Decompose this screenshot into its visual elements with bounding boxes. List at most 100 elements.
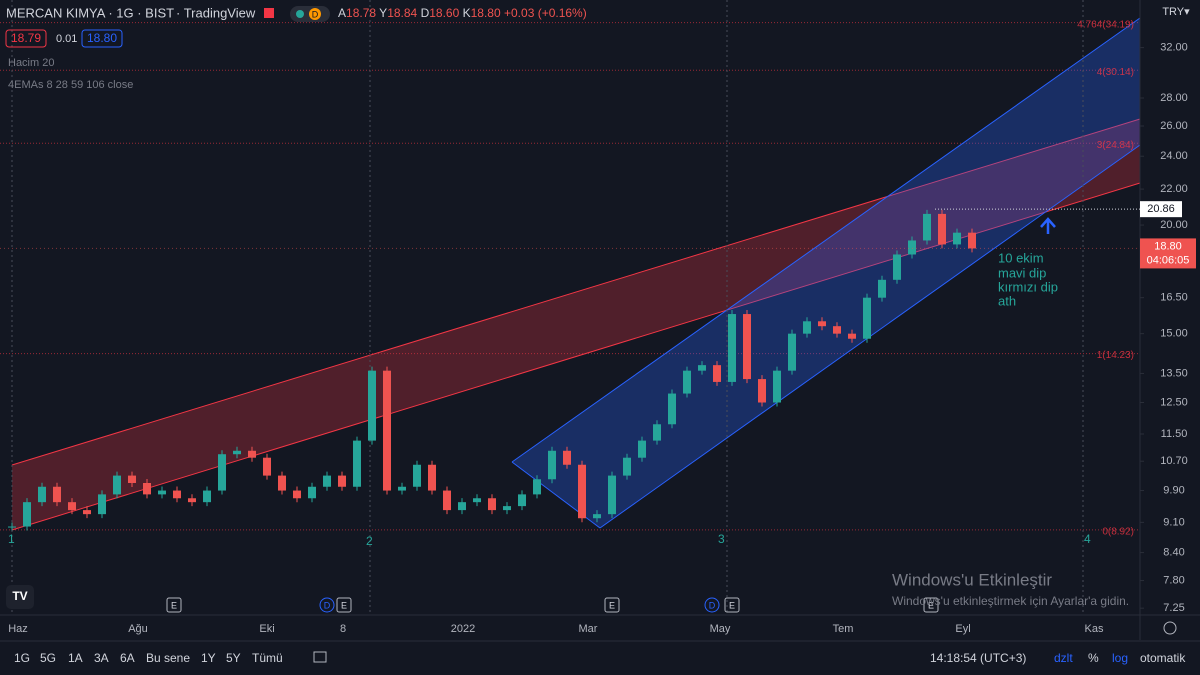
- earnings-badge[interactable]: [336, 597, 352, 613]
- candle: [518, 494, 526, 507]
- red-channel-bottom: [11, 182, 1141, 531]
- range-button[interactable]: Bu sene: [146, 651, 190, 665]
- bid: 18.79: [11, 31, 41, 45]
- earnings-badge[interactable]: [923, 597, 939, 613]
- status-dot: [296, 10, 304, 18]
- candle: [863, 297, 871, 339]
- candle: [713, 365, 721, 382]
- range-button[interactable]: 1Y: [201, 651, 216, 665]
- ask-box[interactable]: [81, 29, 123, 48]
- toolbar-button[interactable]: dzlt: [1054, 651, 1073, 665]
- candle: [758, 379, 766, 403]
- y-tick-label: 10.70: [1160, 455, 1188, 467]
- candle: [683, 370, 691, 394]
- candle: [338, 475, 346, 487]
- y-tick-label: 20.00: [1160, 219, 1188, 231]
- candle: [68, 502, 76, 511]
- candle: [173, 490, 181, 499]
- currency[interactable]: TRY▾: [1162, 6, 1190, 18]
- ask: 18.80: [87, 31, 117, 45]
- delay-label: D: [312, 9, 319, 19]
- indicator[interactable]: Hacim 20: [8, 57, 54, 69]
- candle: [113, 475, 121, 495]
- red-channel-top: [11, 118, 1141, 466]
- marker-label: 4: [1084, 532, 1091, 546]
- candle: [893, 254, 901, 280]
- earnings-badge[interactable]: [604, 597, 620, 613]
- candle: [23, 502, 31, 527]
- spread: 0.01: [56, 33, 77, 45]
- y-tick-label: 12.50: [1160, 396, 1188, 408]
- ohlc-key: Y: [379, 6, 387, 20]
- dividend-badge[interactable]: [704, 597, 720, 613]
- candle: [938, 213, 946, 245]
- x-tick-label: Ağu: [128, 623, 148, 635]
- y-tick-label: 9.90: [1163, 484, 1184, 496]
- candle: [698, 365, 706, 371]
- candle: [398, 486, 406, 491]
- range-button[interactable]: 6A: [120, 651, 135, 665]
- settings-icon[interactable]: [1163, 621, 1177, 635]
- candle: [833, 326, 841, 334]
- dividend-badge[interactable]: [319, 597, 335, 613]
- last-price-box: [1140, 238, 1196, 269]
- event-label: E: [928, 600, 934, 610]
- event-label: D: [324, 600, 331, 610]
- candles: [8, 209, 976, 531]
- blue-channel-top: [511, 17, 1141, 463]
- event-label: E: [341, 600, 347, 610]
- y-tick-label: 8.40: [1163, 546, 1184, 558]
- source: · TradingView: [176, 5, 256, 20]
- ohlc: A18.78 Y18.84 D18.60 K18.80 +0.03 (+0.16…: [338, 6, 587, 20]
- toolbar-button[interactable]: %: [1088, 651, 1099, 665]
- ohlc-value: 18.60: [429, 6, 459, 20]
- candle: [188, 498, 196, 503]
- range-button[interactable]: 3A: [94, 651, 109, 665]
- candle: [803, 321, 811, 334]
- range-button[interactable]: Tümü: [252, 651, 283, 665]
- indicator[interactable]: 4EMAs 8 28 59 106 close: [8, 79, 133, 91]
- toolbar-button[interactable]: otomatik: [1140, 651, 1186, 665]
- candle: [743, 314, 751, 380]
- candle: [83, 510, 91, 515]
- x-tick-label: Eki: [259, 623, 274, 635]
- delay-icon: [309, 8, 321, 20]
- countdown: 04:06:05: [1147, 254, 1190, 266]
- range-button[interactable]: 5G: [40, 651, 56, 665]
- fib-label: 4.764(34.19): [1077, 19, 1134, 30]
- earnings-badge[interactable]: [724, 597, 740, 613]
- x-tick-label: 2022: [451, 623, 475, 635]
- candle: [443, 490, 451, 511]
- earnings-badge[interactable]: [166, 597, 182, 613]
- fib-label: 3(24.84): [1097, 140, 1134, 151]
- y-tick-label: 15.00: [1160, 328, 1188, 340]
- candle: [878, 279, 886, 298]
- ohlc-key: K: [463, 6, 471, 20]
- last-price-label: 18.80: [1154, 240, 1182, 252]
- candle: [128, 475, 136, 483]
- toolbar-button[interactable]: log: [1112, 651, 1128, 665]
- candle: [218, 454, 226, 491]
- candle: [818, 321, 826, 327]
- marker-label: 1: [8, 532, 15, 546]
- range-button[interactable]: 1G: [14, 651, 30, 665]
- candle: [653, 424, 661, 441]
- range-button[interactable]: 5Y: [226, 651, 241, 665]
- candle: [413, 464, 421, 487]
- candle: [38, 486, 46, 503]
- flag-icon[interactable]: [264, 8, 274, 18]
- candle: [428, 464, 436, 491]
- y-tick-label: 11.50: [1161, 428, 1188, 440]
- y-tick-label: 22.00: [1160, 183, 1188, 195]
- fib-label: 4(30.14): [1097, 67, 1134, 78]
- bid-box[interactable]: [5, 29, 47, 48]
- range-button[interactable]: 1A: [68, 651, 83, 665]
- logo[interactable]: [6, 585, 34, 609]
- ohlc-value: 18.78: [346, 6, 376, 20]
- ohlc-key: D: [421, 6, 430, 20]
- x-tick-label: Eyl: [955, 623, 970, 635]
- calendar-icon[interactable]: [313, 651, 327, 663]
- y-tick-label: 9.10: [1163, 516, 1184, 528]
- fib-label: 1(14.23): [1097, 350, 1134, 361]
- x-tick-label: May: [710, 623, 731, 635]
